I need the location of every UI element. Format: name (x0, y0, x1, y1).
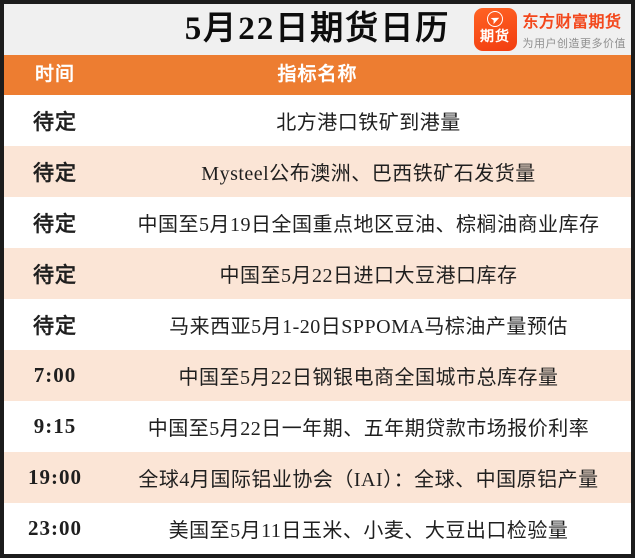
column-header-indicator: 指标名称 (277, 64, 358, 85)
row-indicator: 马来西亚5月1-20日SPPOMA马棕油产量预估 (169, 316, 568, 338)
row-indicator: 中国至5月19日全国重点地区豆油、棕榈油商业库存 (137, 214, 600, 236)
brand-logo: 期货 东方财富期货 为用户创造更多价值 (469, 8, 627, 51)
row-time: 23:00 (28, 516, 82, 540)
table-row: 23:00 美国至5月11日玉米、小麦、大豆出口检验量 (4, 503, 631, 554)
row-time: 待定 (33, 262, 77, 287)
row-indicator: 中国至5月22日进口大豆港口库存 (219, 265, 518, 287)
paper-plane-icon (487, 11, 503, 27)
row-time: 待定 (33, 211, 77, 236)
title-bar: 5月22日期货日历 期货 东方财富期货 为用户创造更多价值 (4, 4, 631, 55)
row-indicator: Mysteel公布澳洲、巴西铁矿石发货量 (201, 163, 536, 185)
row-time: 9:15 (33, 414, 77, 438)
brand-app-icon: 期货 (473, 8, 517, 51)
table-row: 待定 北方港口铁矿到港量 (4, 95, 631, 146)
table-row: 待定 马来西亚5月1-20日SPPOMA马棕油产量预估 (4, 299, 631, 350)
brand-text: 东方财富期货 为用户创造更多价值 (523, 8, 627, 51)
table-header-row: 时间 指标名称 (4, 55, 631, 95)
table-body: 待定 北方港口铁矿到港量 待定 Mysteel公布澳洲、巴西铁矿石发货量 待定 … (4, 95, 631, 554)
row-time: 19:00 (28, 465, 82, 489)
row-indicator: 美国至5月11日玉米、小麦、大豆出口检验量 (168, 520, 569, 542)
table-row: 7:00 中国至5月22日钢银电商全国城市总库存量 (4, 350, 631, 401)
row-indicator: 中国至5月22日钢银电商全国城市总库存量 (178, 367, 559, 389)
row-time: 待定 (33, 313, 77, 338)
page-title: 5月22日期货日历 (184, 11, 451, 47)
row-time: 待定 (33, 160, 77, 185)
row-indicator: 中国至5月22日一年期、五年期贷款市场报价利率 (147, 418, 590, 440)
table-row: 待定 中国至5月22日进口大豆港口库存 (4, 248, 631, 299)
table-row: 待定 Mysteel公布澳洲、巴西铁矿石发货量 (4, 146, 631, 197)
row-time: 待定 (33, 109, 77, 134)
table-row: 待定 中国至5月19日全国重点地区豆油、棕榈油商业库存 (4, 197, 631, 248)
brand-icon-label: 期货 (480, 28, 510, 44)
row-indicator: 北方港口铁矿到港量 (276, 112, 461, 134)
brand-tagline: 为用户创造更多价值 (522, 38, 626, 50)
brand-name: 东方财富期货 (522, 14, 622, 31)
row-indicator: 全球4月国际铝业协会（IAI）：全球、中国原铝产量 (138, 469, 599, 491)
column-header-time: 时间 (34, 64, 75, 85)
row-time: 7:00 (33, 363, 77, 387)
table-row: 9:15 中国至5月22日一年期、五年期贷款市场报价利率 (4, 401, 631, 452)
table-row: 19:00 全球4月国际铝业协会（IAI）：全球、中国原铝产量 (4, 452, 631, 503)
